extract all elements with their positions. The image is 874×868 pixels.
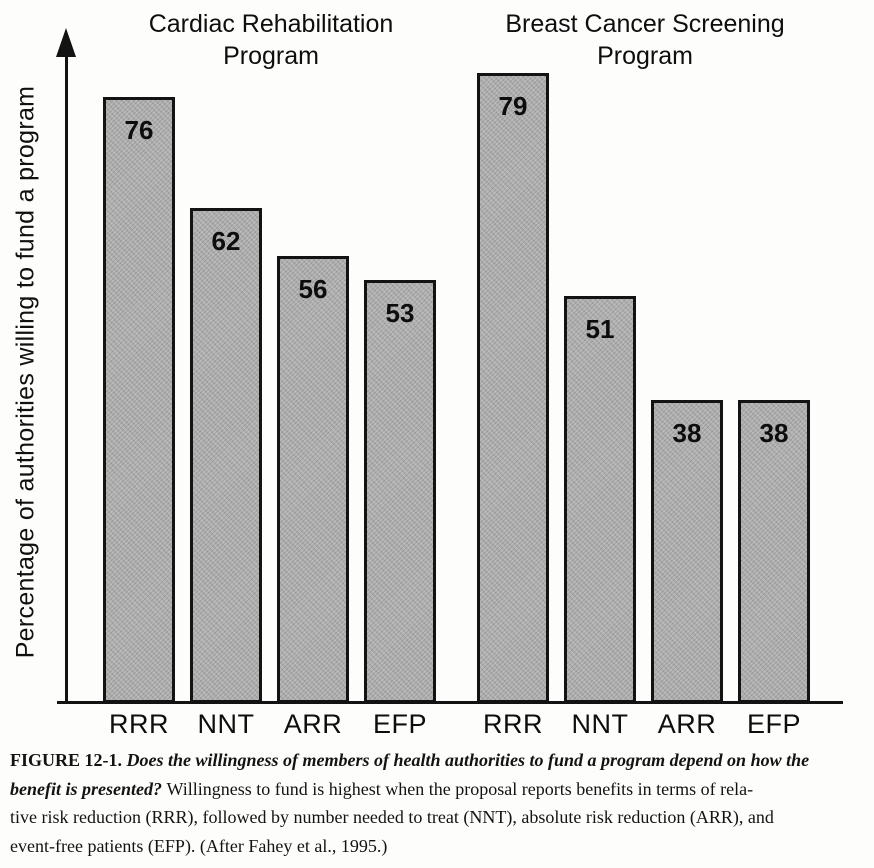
figure-caption: FIGURE 12-1. Does the willingness of mem… <box>10 746 862 860</box>
bar-value-label: 38 <box>759 418 789 448</box>
bar: 76 <box>103 97 175 703</box>
bar-value-label: 38 <box>672 418 702 448</box>
bar: 38 <box>738 400 810 703</box>
x-axis-category-label: ARR <box>657 709 717 739</box>
x-axis-category-label: RRR <box>109 709 169 739</box>
x-axis-category-label: RRR <box>483 709 543 739</box>
x-axis-category-label: EFP <box>372 709 427 739</box>
bar-value-label: 56 <box>298 274 328 304</box>
group-title-breast: Breast Cancer Screening Program <box>505 10 785 70</box>
bar-value-label: 53 <box>385 298 415 328</box>
bar: 53 <box>364 280 436 703</box>
x-axis-category-label: EFP <box>746 709 801 739</box>
bar-value-label: 76 <box>124 115 154 145</box>
x-axis-category-label: NNT <box>571 709 629 739</box>
y-axis-line <box>65 52 68 703</box>
caption-line: event-free patients (EFP). (After Fahey … <box>10 832 862 861</box>
caption-line: FIGURE 12-1. Does the willingness of mem… <box>10 746 862 775</box>
bar: 56 <box>277 256 349 703</box>
group-title-cardiac: Cardiac Rehabilitation Program <box>148 10 394 70</box>
caption-segment: event-free patients (EFP). (After Fahey … <box>10 835 388 856</box>
bar-value-label: 62 <box>211 226 241 256</box>
caption-segment: FIGURE 12-1. <box>10 750 127 770</box>
bars-group-1: 76 62 56 53 <box>103 97 436 703</box>
caption-segment: Does the willingness of members of healt… <box>126 750 810 770</box>
bars-group-2: 79 51 38 38 <box>477 73 810 703</box>
xlabels-group-2: RRR NNT ARR EFP <box>477 709 810 740</box>
caption-segment: tive risk reduction (RRR), followed by n… <box>10 807 774 827</box>
caption-line: tive risk reduction (RRR), followed by n… <box>10 803 862 832</box>
bar-value-label: 51 <box>585 314 615 344</box>
x-axis-line <box>57 701 843 704</box>
x-axis-category-label: NNT <box>197 709 255 739</box>
xlabels-group-1: RRR NNT ARR EFP <box>103 709 436 740</box>
y-axis-label: Percentage of authorities willing to fun… <box>11 85 40 659</box>
bar-value-label: 79 <box>498 91 528 121</box>
y-axis-arrow-icon <box>56 28 76 57</box>
bar: 79 <box>477 73 549 703</box>
bar: 38 <box>651 400 723 703</box>
x-axis-category-label: ARR <box>283 709 343 739</box>
bar: 51 <box>564 296 636 703</box>
bar: 62 <box>190 208 262 703</box>
caption-segment: Willingness to fund is highest when the … <box>166 778 754 799</box>
caption-line: benefit is presented? Willingness to fun… <box>10 775 862 804</box>
caption-segment: benefit is presented? <box>10 778 167 799</box>
